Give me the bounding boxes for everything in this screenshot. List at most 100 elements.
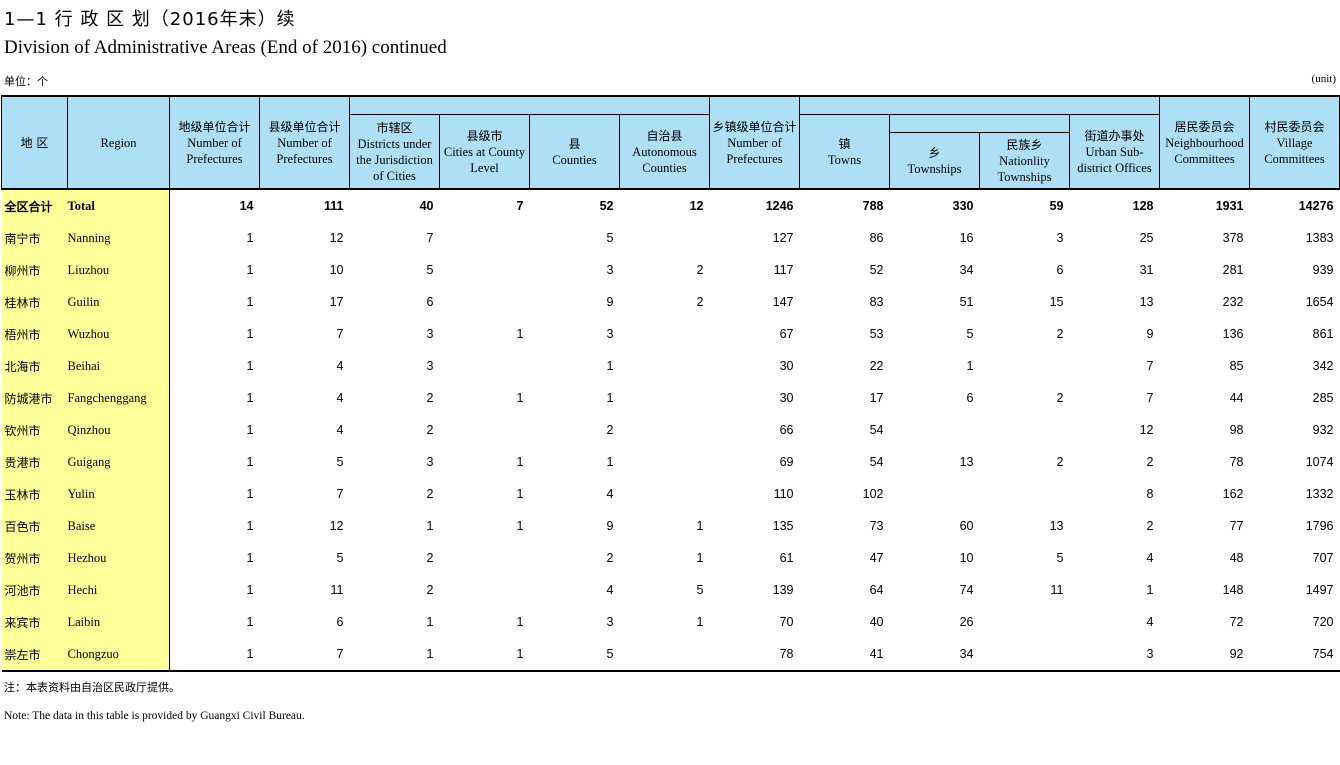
table-cell bbox=[980, 606, 1070, 638]
table-cell: 3 bbox=[426, 327, 434, 341]
table-cell: 85 bbox=[1229, 359, 1244, 373]
table-cell: 1 bbox=[169, 638, 260, 672]
table-cell: 83 bbox=[869, 295, 884, 309]
header-county-group bbox=[349, 95, 710, 115]
table-cell: 12 bbox=[329, 231, 344, 245]
page-title-chinese: 1—1 行 政 区 划（2016年末）续 bbox=[4, 9, 296, 30]
table-cell: 1 bbox=[246, 455, 254, 469]
table-cell bbox=[440, 254, 530, 286]
table-cell: 3 bbox=[426, 359, 434, 373]
table-cell: 6 bbox=[336, 615, 344, 629]
table-cell: 12 bbox=[689, 199, 704, 213]
table-cell: 1 bbox=[246, 423, 254, 437]
table-cell: 7 bbox=[259, 638, 350, 672]
footnote-chinese: 注：本表资料由自治区民政厅提供。 bbox=[4, 681, 180, 694]
header-township-units: 乡镇级单位合计 Number of Prefectures bbox=[709, 95, 800, 190]
region-name-en: Hezhou bbox=[67, 542, 170, 574]
header-prefectures: 地级单位合计 Number of Prefectures bbox=[169, 95, 260, 190]
table-cell: 1 bbox=[606, 455, 614, 469]
table-cell: 135 bbox=[772, 519, 794, 533]
table-cell: 74 bbox=[959, 583, 974, 597]
table-cell: 330 bbox=[952, 199, 974, 213]
table-cell: 4 bbox=[1146, 551, 1154, 565]
table-row: 防城港市 Fangchenggang 1 4 2 1 1 30 17 6 2 7 44 285 bbox=[1, 382, 1340, 414]
region-name-en: Chongzuo bbox=[67, 638, 170, 672]
unit-label-chinese: 单位：个 bbox=[4, 75, 48, 88]
table-cell: 7 bbox=[1146, 391, 1154, 405]
header-township-group bbox=[799, 95, 1160, 115]
table-cell: 5 bbox=[966, 327, 974, 341]
table-row-total: 全区合计 Total 14 111 40 7 52 12 1246 788 330 59 128 1931… bbox=[1, 189, 1340, 222]
table-cell: 52 bbox=[599, 199, 614, 213]
table-cell bbox=[440, 350, 530, 382]
table-cell: 1 bbox=[439, 638, 530, 672]
table-cell: 9 bbox=[606, 295, 614, 309]
table-cell: 17 bbox=[869, 391, 884, 405]
table-cell: 754 bbox=[1249, 638, 1340, 672]
table-cell: 54 bbox=[869, 455, 884, 469]
table-cell: 17 bbox=[329, 295, 344, 309]
table-cell: 73 bbox=[869, 519, 884, 533]
table-cell bbox=[620, 382, 710, 414]
table-cell: 7 bbox=[336, 327, 344, 341]
table-cell: 128 bbox=[1132, 199, 1154, 213]
table-cell: 2 bbox=[426, 423, 434, 437]
region-name-en: Nanning bbox=[67, 222, 170, 254]
table-cell: 92 bbox=[1159, 638, 1250, 672]
table-row: 南宁市 Nanning 1 12 7 5 127 86 16 3 25 378 1383 bbox=[1, 222, 1340, 254]
table-cell bbox=[979, 638, 1070, 672]
table-cell bbox=[440, 222, 530, 254]
table-cell: 3 bbox=[1069, 638, 1160, 672]
region-name-en: Wuzhou bbox=[67, 318, 170, 350]
table-cell: 2 bbox=[1056, 327, 1064, 341]
table-cell bbox=[619, 638, 710, 672]
table-cell: 6 bbox=[426, 295, 434, 309]
table-cell: 4 bbox=[1146, 615, 1154, 629]
table-cell bbox=[620, 222, 710, 254]
table-cell: 69 bbox=[779, 455, 794, 469]
table-cell: 30 bbox=[779, 359, 794, 373]
table-cell: 7 bbox=[1146, 359, 1154, 373]
table-cell: 1 bbox=[246, 551, 254, 565]
table-cell: 147 bbox=[772, 295, 794, 309]
region-name-cn: 贵港市 bbox=[1, 446, 68, 478]
table-cell: 5 bbox=[336, 551, 344, 565]
table-cell bbox=[440, 574, 530, 606]
table-cell: 1 bbox=[426, 615, 434, 629]
header-districts: 市辖区 Districts under the Jurisdiction of … bbox=[349, 114, 440, 190]
table-cell bbox=[890, 478, 980, 510]
table-row: 柳州市 Liuzhou 1 10 5 3 2 117 52 34 6 31 281 939 bbox=[1, 254, 1340, 286]
table-cell: 1383 bbox=[1305, 231, 1334, 245]
table-cell: 139 bbox=[772, 583, 794, 597]
table-cell: 10 bbox=[959, 551, 974, 565]
table-cell: 47 bbox=[869, 551, 884, 565]
table-cell: 3 bbox=[606, 327, 614, 341]
table-cell: 11 bbox=[330, 583, 344, 597]
table-cell: 111 bbox=[324, 199, 344, 213]
table-cell: 6 bbox=[1056, 263, 1064, 277]
table-cell: 378 bbox=[1222, 231, 1244, 245]
header-county-cities: 县级市 Cities at County Level bbox=[439, 114, 530, 190]
region-name-cn: 贺州市 bbox=[1, 542, 68, 574]
table-cell: 4 bbox=[606, 583, 614, 597]
table-cell: 861 bbox=[1312, 327, 1334, 341]
table-cell: 1796 bbox=[1305, 519, 1334, 533]
table-cell bbox=[620, 350, 710, 382]
region-name-cn: 来宾市 bbox=[1, 606, 68, 638]
table-cell: 1 bbox=[246, 359, 254, 373]
table-cell: 4 bbox=[336, 391, 344, 405]
table-cell: 117 bbox=[773, 263, 794, 277]
header-county-units: 县级单位合计 Number of Prefectures bbox=[259, 95, 350, 190]
table-cell: 70 bbox=[779, 615, 794, 629]
table-cell: 51 bbox=[959, 295, 974, 309]
table-cell: 1497 bbox=[1305, 583, 1334, 597]
region-name-cn: 南宁市 bbox=[1, 222, 68, 254]
header-village: 村民委员会 Village Committees bbox=[1249, 95, 1340, 190]
table-cell: 78 bbox=[1229, 455, 1244, 469]
table-cell bbox=[980, 478, 1070, 510]
table-cell: 5 bbox=[696, 583, 704, 597]
table-cell: 285 bbox=[1312, 391, 1334, 405]
table-cell: 4 bbox=[336, 423, 344, 437]
table-cell: 1931 bbox=[1215, 199, 1244, 213]
table-cell: 1 bbox=[246, 615, 254, 629]
